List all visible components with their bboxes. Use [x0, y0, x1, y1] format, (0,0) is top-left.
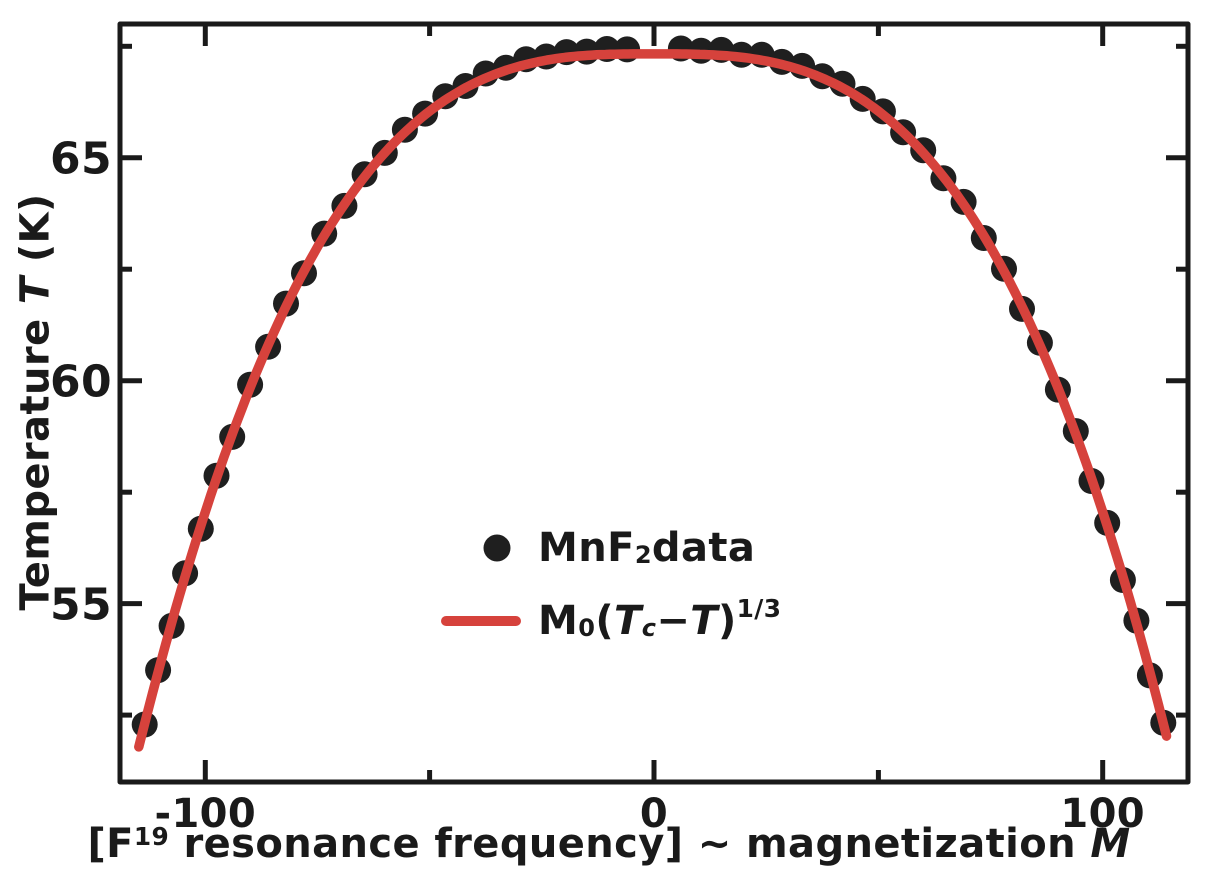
- label-part: −: [656, 598, 691, 644]
- y-axis-label: Temperature T (K): [13, 193, 60, 611]
- label-part: resonance frequency] ~ magnetization: [169, 821, 1091, 867]
- y-tick-label: 65: [50, 134, 112, 185]
- plot-frame: [117, 21, 1191, 785]
- y-tick-label: 55: [50, 580, 112, 631]
- label-part: T: [690, 598, 718, 644]
- label-part: [F: [87, 821, 134, 867]
- label-part: T: [13, 276, 60, 305]
- label-part: T: [614, 598, 642, 644]
- label-part: data: [651, 525, 756, 571]
- label-part: (: [595, 598, 615, 644]
- y-tick-label: 60: [50, 357, 112, 408]
- label-part: 19: [133, 821, 170, 851]
- x-tick-label: -100: [154, 791, 256, 837]
- x-axis-label: [F19 resonance frequency] ~ magnetizatio…: [0, 822, 1218, 866]
- label-part: Temperature: [13, 304, 60, 611]
- x-tick-label: 0: [640, 791, 668, 837]
- label-part: M: [538, 598, 579, 644]
- label-part: ): [717, 598, 737, 644]
- x-tick-label: 100: [1060, 791, 1145, 837]
- label-part: (K): [13, 193, 60, 277]
- legend-marker-dot: [483, 534, 511, 562]
- fit-curve: [134, 49, 1172, 752]
- label-part: MnF: [538, 525, 635, 571]
- label-part: M: [1090, 821, 1131, 867]
